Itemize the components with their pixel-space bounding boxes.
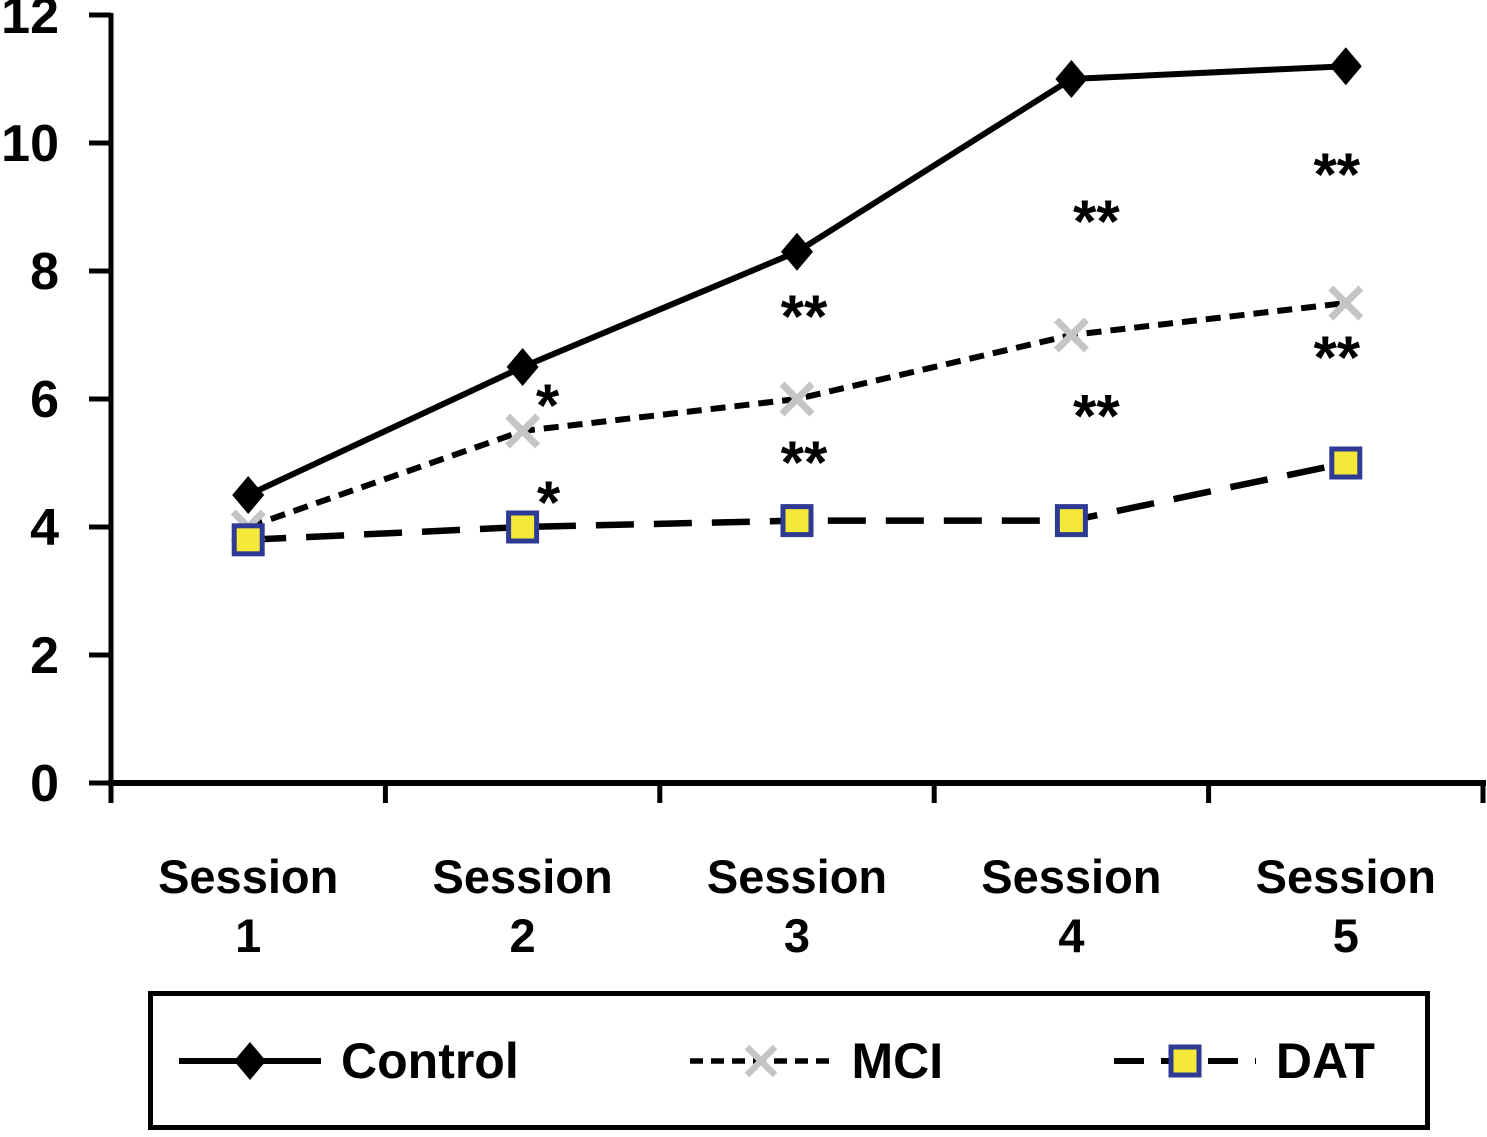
square-marker-dat xyxy=(1054,504,1088,538)
square-marker-dat xyxy=(506,510,540,544)
y-axis-tick-label: 8 xyxy=(30,243,59,301)
square-marker-dat xyxy=(1329,446,1363,480)
y-axis-tick-label: 2 xyxy=(30,627,59,685)
x-axis-label-line1: Session xyxy=(1256,850,1436,903)
x-axis-label-line1: Session xyxy=(981,850,1161,903)
x-marker-mci xyxy=(1053,317,1089,353)
diamond-marker-control xyxy=(232,476,265,514)
significance-asterisk: ** xyxy=(781,283,828,350)
y-axis-tick-label: 12 xyxy=(1,0,59,45)
x-marker-mci xyxy=(505,413,541,449)
x-axis-label-line2: 4 xyxy=(1058,909,1084,962)
x-axis-label-line2: 5 xyxy=(1333,909,1359,962)
x-axis-label-line1: Session xyxy=(432,850,612,903)
x-marker-icon xyxy=(744,1044,777,1077)
x-axis-label-line2: 3 xyxy=(784,909,810,962)
dat-line-swatch xyxy=(1113,1044,1256,1077)
significance-asterisk: ** xyxy=(1313,324,1360,391)
y-axis-tick-label: 0 xyxy=(30,755,59,813)
significance-asterisk: * xyxy=(537,469,561,536)
diamond-marker-control xyxy=(781,232,813,271)
diamond-marker-control xyxy=(1329,47,1362,86)
diamond-marker-control xyxy=(506,348,539,386)
x-marker-mci xyxy=(779,381,815,417)
y-axis-tick-label: 4 xyxy=(30,499,59,557)
x-axis-label-line2: 2 xyxy=(510,909,536,962)
legend-item-mci: MCI xyxy=(686,1032,944,1089)
y-axis-tick-label: 6 xyxy=(30,371,59,429)
legend-item-dat: DAT xyxy=(1110,1036,1375,1086)
significance-asterisk: ** xyxy=(1313,141,1360,208)
legend-label-mci: MCI xyxy=(851,1032,944,1089)
legend-label-dat: DAT xyxy=(1275,1032,1375,1089)
x-axis-label-line1: Session xyxy=(707,850,887,903)
control-line-swatch xyxy=(179,1041,321,1080)
legend-label-control: Control xyxy=(341,1032,519,1089)
square-marker-icon xyxy=(1168,1044,1202,1077)
x-marker-mci xyxy=(1328,285,1364,321)
x-axis-label-line2: 1 xyxy=(235,909,261,962)
significance-asterisk: ** xyxy=(1073,383,1120,450)
legend: Control MCI DAT xyxy=(148,991,1430,1130)
square-marker-dat xyxy=(231,523,265,557)
x-axis-label-line1: Session xyxy=(158,850,338,903)
diamond-marker-icon xyxy=(234,1041,266,1080)
legend-item-control: Control xyxy=(175,1036,519,1086)
significance-asterisk: ** xyxy=(781,429,828,496)
mci-line-swatch xyxy=(689,1044,832,1077)
significance-asterisk: * xyxy=(536,372,560,439)
diamond-marker-control xyxy=(1055,60,1088,98)
significance-asterisk: ** xyxy=(1073,188,1120,255)
y-axis-tick-label: 10 xyxy=(1,115,59,173)
square-marker-dat xyxy=(780,504,814,538)
